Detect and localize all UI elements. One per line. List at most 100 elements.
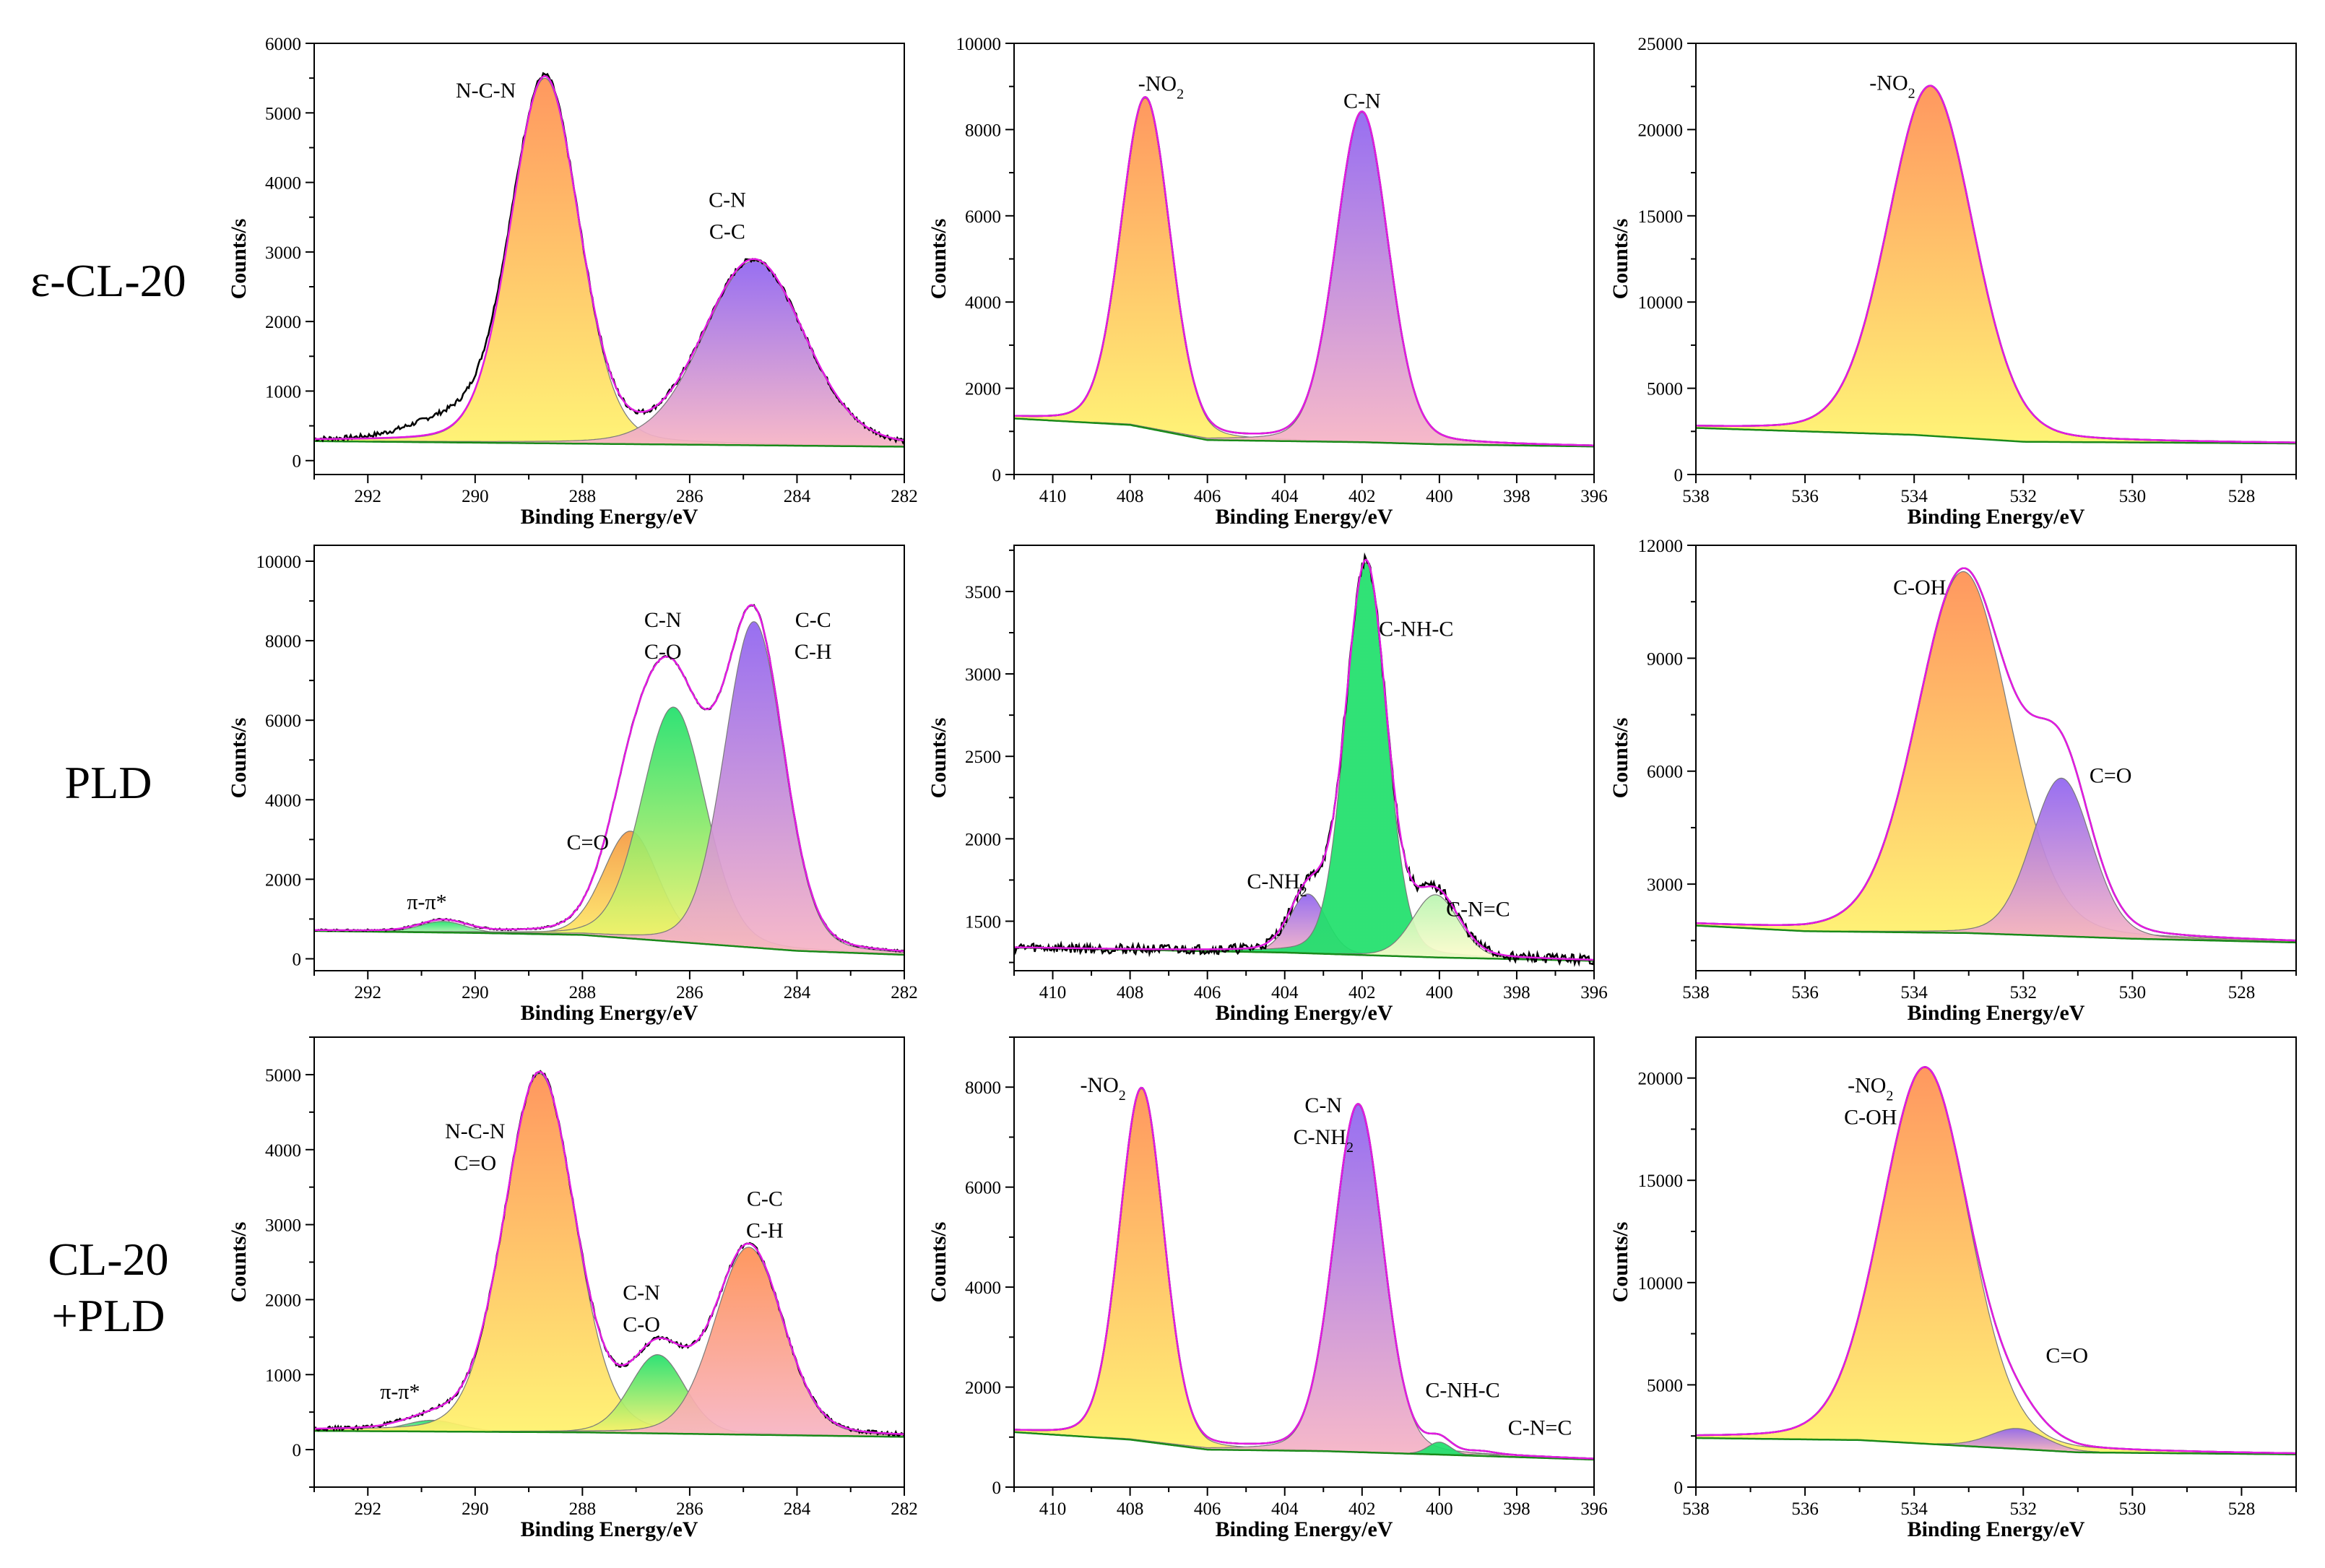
- y-tick-label: 12000: [1638, 537, 1684, 556]
- peak-label-c-h: C-H: [746, 1219, 784, 1243]
- x-tick-label: 530: [2119, 983, 2147, 1002]
- y-axis: 0 2000 4000 6000 8000 Counts/s: [927, 1036, 1014, 1498]
- fit-envelope: [1696, 567, 2296, 942]
- peak-label-c-n: C-N: [644, 608, 682, 632]
- x-axis-title: Binding Energy/eV: [1908, 1001, 2085, 1025]
- x-tick-label: 286: [676, 1499, 703, 1519]
- x-axis: 538 536 534 532 530 528 Binding Energy/eV: [1682, 1487, 2297, 1541]
- peak-labels: π-π* C=O C-N C-O C-C C-H: [407, 608, 831, 914]
- fit-envelope: [314, 604, 904, 953]
- y-tick-label: 3000: [1647, 875, 1683, 895]
- peak-label-no2: -NO2: [1138, 72, 1184, 103]
- plot-frame: [313, 43, 905, 475]
- subscript: 2: [1346, 1140, 1354, 1156]
- plot-area: [314, 604, 904, 956]
- peak-label-c-nh-c: C-NH-C: [1425, 1378, 1499, 1402]
- peak-label-n-c-n: N-C-N: [445, 1119, 505, 1143]
- y-tick-label: 10000: [256, 553, 302, 572]
- plot-area: [1014, 96, 1594, 448]
- x-tick-label: 528: [2228, 983, 2256, 1002]
- x-tick-label: 398: [1503, 487, 1530, 506]
- y-axis-title: Counts/s: [1609, 718, 1632, 799]
- y-tick-label: 6000: [965, 207, 1001, 227]
- y-tick-label: 9000: [1647, 649, 1683, 669]
- x-tick-label: 530: [2119, 487, 2147, 506]
- panel-o1s-cl-20-pld: 538 536 534 532 530 528 Binding Energy/eV 0 5000…: [1609, 1036, 2297, 1541]
- peak-labels: -NO2: [1869, 71, 1915, 101]
- y-tick-label: 10000: [956, 35, 1002, 54]
- x-tick-label: 292: [355, 487, 382, 506]
- y-tick-label: 5000: [1647, 380, 1683, 399]
- x-tick-label: 536: [1791, 487, 1819, 506]
- row-label-line: +PLD: [52, 1290, 165, 1341]
- peak-labels: -NO2 C-N C-NH2 C-NH-C C-N=C: [1080, 1073, 1572, 1439]
- peak-label-c-nh2: C-NH2: [1247, 870, 1307, 900]
- x-tick-label: 528: [2228, 1499, 2256, 1519]
- x-tick-label: 284: [784, 1499, 811, 1519]
- x-axis-title: Binding Energy/eV: [521, 1517, 698, 1541]
- y-tick-label: 0: [293, 950, 302, 969]
- y-axis: 0 1000 2000 3000 4000 5000 Counts/s: [227, 1036, 314, 1488]
- y-tick-label: 25000: [1638, 35, 1684, 54]
- x-tick-label: 538: [1682, 983, 1710, 1002]
- x-tick-label: 410: [1039, 1499, 1067, 1519]
- subscript: 2: [1177, 87, 1184, 103]
- y-tick-label: 5000: [265, 104, 301, 124]
- panel-n1s-cl-20-pld: 410 408 406 404 402 400 398 396 Binding Energy/e…: [927, 1036, 1608, 1541]
- subscript: 2: [1886, 1088, 1893, 1104]
- x-tick-label: 538: [1682, 487, 1710, 506]
- x-tick-label: 292: [355, 983, 382, 1002]
- x-tick-label: 288: [569, 1499, 597, 1519]
- y-tick-label: 4000: [965, 1278, 1001, 1298]
- y-axis: 0 1000 2000 3000 4000 5000 6000 Counts/s: [227, 35, 314, 472]
- x-tick-label: 406: [1194, 983, 1221, 1002]
- y-axis-title: Counts/s: [1609, 1222, 1632, 1303]
- y-axis-title: Counts/s: [227, 219, 251, 300]
- y-tick-label: 15000: [1638, 1171, 1684, 1191]
- y-tick-label: 2000: [265, 870, 301, 890]
- peak-label-c-h: C-H: [795, 640, 832, 664]
- x-axis: 292 290 288 286 284 282 Binding Energy/eV: [313, 1487, 918, 1541]
- y-tick-label: 2000: [965, 830, 1001, 849]
- peak-label-c-n: C-N: [709, 188, 746, 212]
- peak-label-c-n: C-N: [623, 1281, 660, 1304]
- y-tick-label: 6000: [965, 1179, 1001, 1198]
- y-tick-label: 0: [1674, 1478, 1684, 1498]
- y-tick-label: 5000: [1647, 1376, 1683, 1395]
- peak-label-c-o: C-O: [623, 1312, 660, 1336]
- x-axis: 538 536 534 532 530 528 Binding Energy/eV: [1682, 971, 2297, 1025]
- x-tick-label: 400: [1426, 487, 1453, 506]
- y-tick-label: 0: [992, 1478, 1002, 1498]
- plot-area: [1014, 1086, 1594, 1461]
- plot-frame: [1013, 1036, 1595, 1488]
- peak-label-c-c: C-C: [709, 220, 745, 243]
- x-tick-label: 288: [569, 983, 597, 1002]
- y-tick-label: 8000: [965, 1078, 1001, 1098]
- fit-envelope: [1696, 85, 2296, 443]
- peak-label-c-o: C-O: [644, 640, 682, 664]
- y-tick-label: 20000: [1638, 1070, 1684, 1089]
- peak-label-c-n-c: C-N=C: [1446, 898, 1510, 922]
- fit-envelope: [1696, 1066, 2296, 1455]
- y-axis: 3000 6000 9000 12000 Counts/s: [1609, 537, 1696, 942]
- x-tick-label: 530: [2119, 1499, 2147, 1519]
- peak-label-c-nh2: C-NH2: [1294, 1125, 1354, 1156]
- peak-label-no2: -NO2: [1848, 1073, 1893, 1104]
- peak-label-c-n: C-N: [1304, 1093, 1342, 1117]
- y-axis: 0 2000 4000 6000 8000 10000 Counts/s: [927, 35, 1014, 485]
- plot-area: [1696, 567, 2296, 944]
- row-labels: ε-CL-20 PLD CL-20 +PLD: [30, 255, 186, 1341]
- x-tick-label: 404: [1271, 983, 1299, 1002]
- y-tick-label: 2500: [965, 748, 1001, 767]
- y-tick-label: 3000: [265, 1216, 301, 1236]
- y-tick-label: 3000: [265, 243, 301, 263]
- x-tick-label: 406: [1194, 487, 1221, 506]
- peak-labels: -NO2 C-N: [1138, 72, 1381, 113]
- plot-frame: [1695, 545, 2297, 971]
- plot-area: [314, 1070, 904, 1438]
- y-tick-label: 6000: [1647, 763, 1683, 782]
- x-axis-title: Binding Energy/eV: [1216, 1517, 1393, 1541]
- fit-envelope: [1014, 96, 1594, 446]
- x-axis-title: Binding Energy/eV: [1908, 1517, 2085, 1541]
